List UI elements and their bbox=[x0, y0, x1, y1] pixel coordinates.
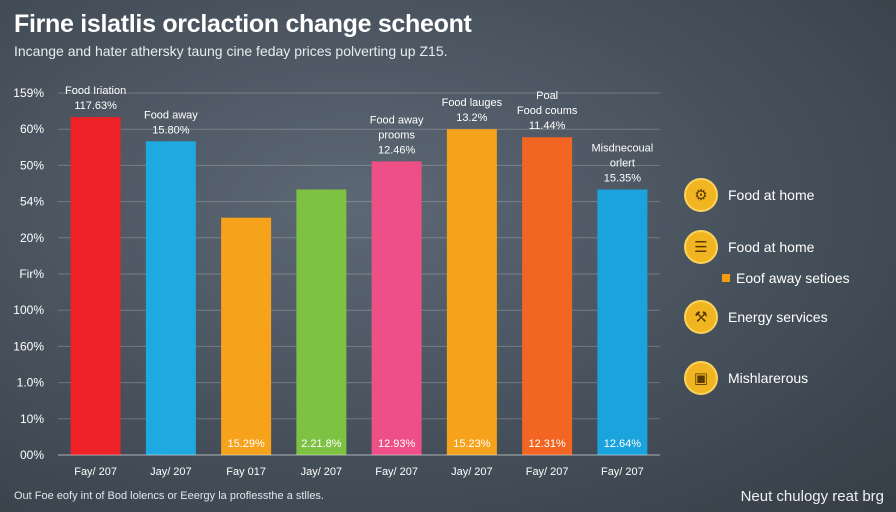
bar bbox=[371, 161, 422, 455]
legend-swatch bbox=[722, 274, 730, 282]
bar-value-label: 15.29% bbox=[227, 438, 265, 450]
legend-item-energy: ⚒ Energy services bbox=[684, 300, 828, 334]
y-tick-label: 160% bbox=[13, 339, 44, 353]
bar-value-label: 12.64% bbox=[604, 438, 642, 450]
bar-top-label: Poal bbox=[536, 90, 558, 102]
bar-top-label: 117.63% bbox=[74, 100, 117, 112]
bar bbox=[446, 129, 497, 455]
bar-value-label: 2.21.8% bbox=[301, 438, 342, 450]
legend-item-food-home-2: ☰ Food at home bbox=[684, 230, 814, 264]
bar-top-label: 15.80% bbox=[152, 124, 190, 136]
bar bbox=[597, 189, 648, 456]
bar-top-label: 13.2% bbox=[456, 112, 487, 124]
x-tick-label: Fay/ 207 bbox=[74, 466, 117, 478]
bar-top-label: Food lauges bbox=[442, 97, 503, 109]
bar-top-label: Misdnecoual bbox=[591, 143, 653, 155]
bar bbox=[70, 117, 121, 455]
y-tick-label: Fir% bbox=[19, 267, 44, 281]
y-tick-label: 100% bbox=[13, 303, 44, 317]
bar-top-label: 12.46% bbox=[378, 144, 416, 156]
legend-label: Eoof away setioes bbox=[736, 270, 850, 286]
energy-icon: ⚒ bbox=[684, 300, 718, 334]
food-home-icon: ⚙ bbox=[684, 178, 718, 212]
legend-label: Energy services bbox=[728, 309, 828, 325]
bar-top-label: orlert bbox=[610, 158, 635, 170]
legend-label: Mishlarerous bbox=[728, 370, 809, 386]
y-tick-label: 60% bbox=[20, 122, 44, 136]
y-tick-label: 20% bbox=[20, 231, 44, 245]
y-tick-label: 50% bbox=[20, 158, 44, 172]
footer-note: Out Foe eofy int of Bod lolencs or Eeerg… bbox=[14, 490, 324, 502]
x-tick-label: Jay/ 207 bbox=[301, 466, 343, 478]
x-tick-label: Fay/ 207 bbox=[526, 466, 569, 478]
legend-label: Food at home bbox=[728, 187, 815, 203]
bar-top-label: 11.44% bbox=[529, 120, 566, 132]
bar bbox=[145, 141, 196, 455]
y-tick-label: 10% bbox=[20, 412, 44, 426]
bar-top-label: prooms bbox=[378, 129, 415, 141]
bar-value-label: 12.93% bbox=[378, 438, 416, 450]
legend-item-misc: ▣ Mishlarerous bbox=[684, 361, 808, 395]
bar-top-label: 15.35% bbox=[604, 173, 642, 185]
y-tick-label: 54% bbox=[20, 195, 44, 209]
y-tick-label: 159% bbox=[13, 86, 44, 100]
x-tick-label: Fay/ 207 bbox=[375, 466, 418, 478]
x-tick-label: Jay/ 207 bbox=[150, 466, 192, 478]
x-tick-label: Fay/ 207 bbox=[601, 466, 644, 478]
bar-top-label: Food coums bbox=[517, 105, 578, 117]
x-tick-label: Jay/ 207 bbox=[451, 466, 493, 478]
x-tick-label: Fay 017 bbox=[226, 466, 266, 478]
bar-value-label: 12.31% bbox=[528, 438, 566, 450]
bar-top-label: Food away bbox=[370, 114, 424, 126]
document-icon: ☰ bbox=[684, 230, 718, 264]
legend-item-food-away: Eoof away setioes bbox=[722, 270, 850, 286]
bar-value-label: 15.23% bbox=[453, 438, 491, 450]
source-label: Neut chulogy reat brg bbox=[740, 488, 884, 505]
chart-subtitle: Incange and hater athersky taung cine fe… bbox=[14, 43, 448, 59]
legend-label: Food at home bbox=[728, 239, 815, 255]
bar-top-label: Food Iriation bbox=[65, 85, 126, 97]
y-tick-label: 1.0% bbox=[17, 376, 45, 390]
y-tick-label: 00% bbox=[20, 448, 44, 462]
misc-icon: ▣ bbox=[684, 361, 718, 395]
bar bbox=[221, 217, 272, 455]
legend-item-food-home: ⚙ Food at home bbox=[684, 178, 814, 212]
bar-top-label: Food away bbox=[144, 109, 198, 121]
bar bbox=[522, 137, 573, 455]
chart-title: Firne islatlis orclaction change scheont bbox=[14, 10, 472, 38]
bar bbox=[296, 189, 347, 456]
